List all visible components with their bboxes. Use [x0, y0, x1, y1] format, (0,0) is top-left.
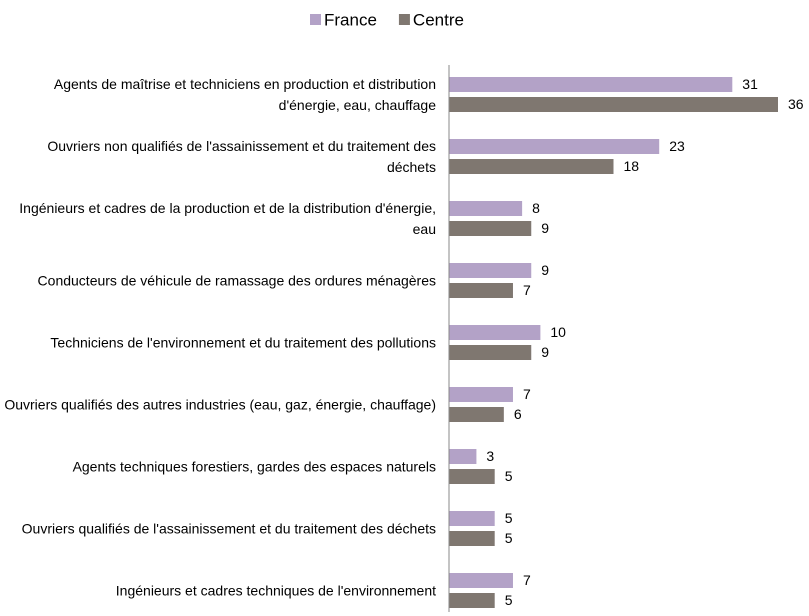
legend-label: Centre	[413, 10, 464, 29]
bar	[449, 449, 477, 464]
value-label: 7	[523, 572, 531, 588]
bar	[449, 221, 532, 236]
value-label: 3	[486, 448, 494, 464]
value-label: 5	[505, 510, 513, 526]
value-label: 23	[669, 138, 685, 154]
value-label: 18	[624, 158, 640, 174]
value-label: 7	[523, 282, 531, 298]
bar	[449, 573, 513, 588]
bar	[449, 201, 523, 216]
category-label: Ouvriers qualifiés de l'assainissement e…	[21, 520, 436, 537]
category-label: Conducteurs de véhicule de ramassage des…	[37, 272, 436, 289]
bar	[449, 407, 504, 422]
category-label: Ouvriers qualifiés des autres industries…	[4, 396, 436, 413]
category-label: Techniciens de l'environnement et du tra…	[50, 334, 436, 351]
bar	[449, 159, 614, 174]
category-label: Ouvriers non qualifiés de l'assainisseme…	[47, 138, 436, 175]
value-label: 36	[788, 96, 804, 112]
bar	[449, 531, 495, 546]
value-label: 9	[541, 220, 549, 236]
category-label: Agents techniques forestiers, gardes des…	[72, 458, 436, 475]
bar	[449, 593, 495, 608]
value-label: 5	[505, 468, 513, 484]
category-label: Ingénieurs et cadres techniques de l'env…	[115, 582, 436, 599]
bar	[449, 345, 532, 360]
value-label: 8	[532, 200, 540, 216]
value-label: 6	[514, 406, 522, 422]
bar	[449, 283, 513, 298]
bar	[449, 77, 733, 92]
bar	[449, 469, 495, 484]
bar	[449, 387, 513, 402]
value-label: 31	[742, 76, 758, 92]
legend-swatch	[310, 14, 321, 25]
value-label: 5	[505, 530, 513, 546]
category-label: Agents de maîtrise et techniciens en pro…	[53, 76, 436, 113]
bar	[449, 511, 495, 526]
value-label: 5	[505, 592, 513, 608]
value-label: 9	[541, 262, 549, 278]
legend-label: France	[324, 10, 377, 29]
value-label: 7	[523, 386, 531, 402]
value-label: 10	[550, 324, 566, 340]
legend-swatch	[398, 14, 410, 25]
bar	[449, 139, 660, 154]
value-label: 9	[541, 344, 549, 360]
bar	[449, 97, 778, 112]
bar	[449, 325, 541, 340]
category-label: Ingénieurs et cadres de la production et…	[19, 200, 436, 237]
bar	[449, 263, 532, 278]
